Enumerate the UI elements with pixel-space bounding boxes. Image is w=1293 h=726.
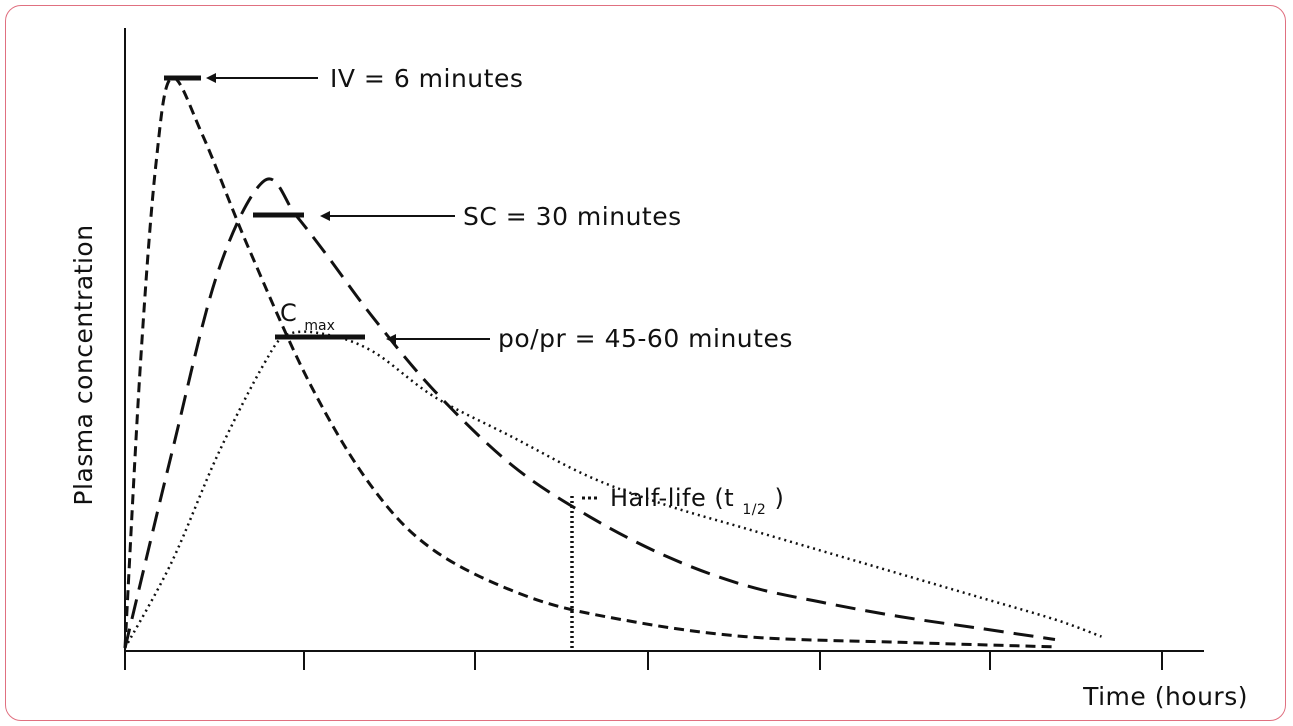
cmax-main: C (280, 299, 297, 327)
half-life-main: Half-life (t (610, 484, 734, 512)
sc-label: SC = 30 minutes (463, 202, 682, 231)
po-label: po/pr = 45-60 minutes (498, 324, 793, 353)
curve-long-dashed (123, 177, 1056, 649)
x-ticks (124, 651, 1163, 670)
half-life-sub: 1/2 (742, 502, 766, 518)
cmax-label: C max (280, 299, 335, 334)
half-life-close: ) (774, 484, 784, 512)
x-axis-label: Time (hours) (1082, 682, 1248, 711)
y-axis-label: Plasma concentration (69, 224, 98, 505)
curve-short-dashed (123, 76, 1056, 649)
po-arrow (386, 334, 490, 344)
iv-arrow (206, 73, 318, 83)
chart-frame (5, 5, 1286, 721)
curves (123, 76, 1102, 649)
sc-arrow (320, 211, 455, 221)
cmax-sub: max (304, 318, 335, 334)
iv-label: IV = 6 minutes (330, 64, 523, 93)
half-life-label: Half-life (t 1/2 ) (610, 484, 784, 520)
